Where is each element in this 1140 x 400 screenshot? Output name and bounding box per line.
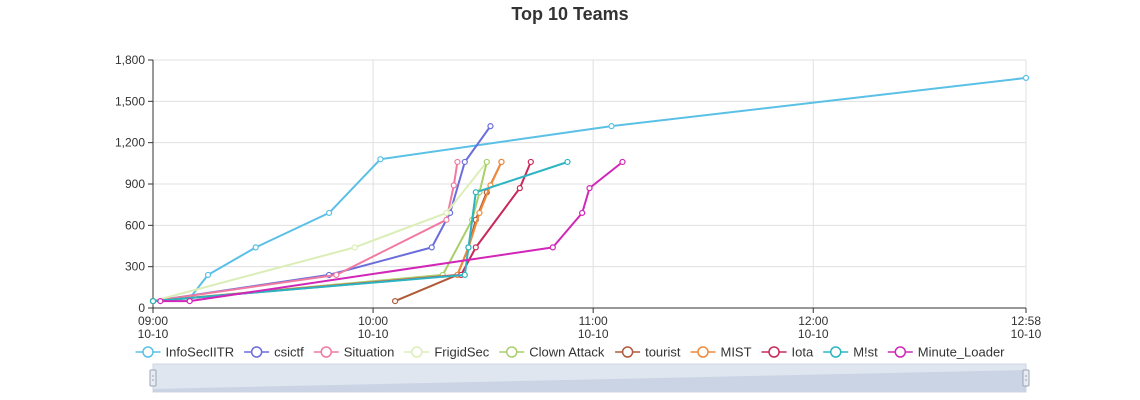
legend-item-infoseciitr[interactable]: InfoSecIITR: [135, 345, 234, 360]
legend-item-csictf[interactable]: csictf: [244, 345, 304, 360]
handle-grip-icon: [1022, 369, 1030, 387]
data-point-m-st[interactable]: [564, 158, 571, 166]
data-point-situation[interactable]: [450, 182, 457, 189]
data-point-m-st[interactable]: [461, 271, 468, 279]
grid-lines: [153, 59, 1027, 308]
legend-circle-icon: [505, 346, 518, 358]
data-point-clown-attack[interactable]: [483, 158, 490, 166]
y-tick-label: 0: [138, 301, 145, 315]
series-line-frigidsec: [152, 161, 488, 303]
legend-circle-icon: [894, 346, 907, 358]
y-tick-label: 600: [125, 218, 145, 232]
data-point-infoseciitr[interactable]: [252, 244, 259, 251]
legend-circle-icon: [250, 346, 263, 358]
handle-grip-icon: [149, 369, 157, 387]
x-tick-label: 10:00: [358, 314, 388, 328]
legend-item-frigidsec[interactable]: FrigidSec: [404, 345, 490, 360]
legend[interactable]: InfoSecIITR csictf Situation FrigidSec Clown…: [135, 345, 1005, 360]
data-point-infoseciitr[interactable]: [377, 156, 384, 163]
data-point-frigidsec[interactable]: [443, 209, 450, 217]
legend-label: csictf: [274, 345, 304, 360]
data-point-m-st[interactable]: [465, 244, 472, 251]
data-point-minute-loader[interactable]: [186, 298, 193, 305]
data-point-m-st[interactable]: [472, 189, 479, 196]
data-point-infoseciitr[interactable]: [608, 123, 615, 130]
axes: 03006009001,2001,5001,80009:0010-1010:00…: [115, 53, 1042, 341]
data-point-frigidsec[interactable]: [351, 244, 358, 251]
data-point-csictf[interactable]: [487, 123, 494, 130]
data-point-minute-loader[interactable]: [586, 185, 593, 192]
x-tick-label: 12:00: [798, 314, 828, 328]
data-point-minute-loader[interactable]: [619, 158, 626, 166]
x-tick-date-label: 10-10: [1011, 327, 1042, 341]
x-tick-date-label: 10-10: [358, 327, 389, 341]
legend-label: Minute_Loader: [918, 345, 1005, 360]
y-tick-label: 1,800: [115, 53, 145, 67]
legend-label: MIST: [720, 345, 751, 360]
legend-circle-icon: [320, 346, 332, 358]
legend-circle-icon: [142, 346, 154, 358]
x-tick-label: 09:00: [138, 314, 168, 328]
data-point-situation[interactable]: [443, 216, 450, 223]
legend-item-iota[interactable]: Iota: [761, 345, 814, 360]
x-tick-date-label: 10-10: [798, 327, 829, 341]
data-point-iota[interactable]: [472, 244, 479, 251]
data-point-situation[interactable]: [454, 158, 461, 166]
legend-item-situation[interactable]: Situation: [313, 345, 395, 360]
data-point-minute-loader[interactable]: [579, 209, 586, 217]
data-point-csictf[interactable]: [428, 244, 435, 251]
x-tick-label: 12:58: [1011, 314, 1041, 328]
data-point-mist[interactable]: [476, 209, 483, 217]
legend-circle-icon: [829, 346, 842, 358]
data-point-situation[interactable]: [333, 271, 340, 279]
series-line-m-st: [152, 161, 568, 303]
y-tick-label: 300: [125, 260, 145, 274]
legend-label: FrigidSec: [434, 345, 489, 360]
data-point-m-st[interactable]: [149, 298, 157, 305]
data-point-tourist[interactable]: [391, 298, 399, 305]
zoom-slider-preview: [153, 370, 1026, 392]
data-point-mist[interactable]: [498, 158, 505, 166]
data-point-minute-loader[interactable]: [157, 298, 164, 305]
legend-item-m-st[interactable]: M!st: [823, 345, 878, 360]
chart-title: Top 10 Teams: [511, 4, 629, 24]
legend-label: M!st: [853, 345, 878, 360]
zoom-slider-right-handle[interactable]: [1022, 369, 1030, 387]
legend-circle-icon: [411, 346, 423, 358]
data-point-infoseciitr[interactable]: [1022, 74, 1030, 82]
y-tick-label: 1,200: [115, 136, 145, 150]
x-tick-label: 11:00: [579, 314, 608, 328]
legend-circle-icon: [697, 346, 709, 358]
legend-item-mist[interactable]: MIST: [690, 345, 752, 360]
data-point-minute-loader[interactable]: [549, 244, 556, 251]
legend-item-tourist[interactable]: tourist: [615, 345, 681, 360]
legend-circle-icon: [768, 346, 780, 358]
y-tick-label: 900: [125, 177, 145, 191]
data-point-iota[interactable]: [516, 185, 523, 192]
series-lines: [149, 74, 1030, 305]
legend-label: tourist: [645, 345, 681, 360]
zoom-slider-left-handle[interactable]: [149, 369, 157, 387]
x-tick-date-label: 10-10: [578, 327, 609, 341]
legend-label: Iota: [792, 345, 814, 360]
legend-item-minute-loader[interactable]: Minute_Loader: [887, 345, 1005, 360]
series-line-minute-loader: [160, 161, 624, 303]
legend-circle-icon: [621, 346, 634, 358]
legend-label: InfoSecIITR: [165, 345, 234, 360]
data-point-csictf[interactable]: [461, 158, 468, 166]
legend-label: Clown Attack: [529, 345, 605, 360]
zoom-slider[interactable]: [149, 363, 1030, 393]
data-point-infoseciitr[interactable]: [204, 271, 212, 279]
y-tick-label: 1,500: [115, 94, 145, 108]
data-point-iota[interactable]: [527, 158, 534, 166]
legend-item-clown-attack[interactable]: Clown Attack: [499, 345, 605, 360]
legend-label: Situation: [344, 345, 395, 360]
x-tick-date-label: 10-10: [138, 327, 169, 341]
data-point-infoseciitr[interactable]: [325, 209, 333, 217]
